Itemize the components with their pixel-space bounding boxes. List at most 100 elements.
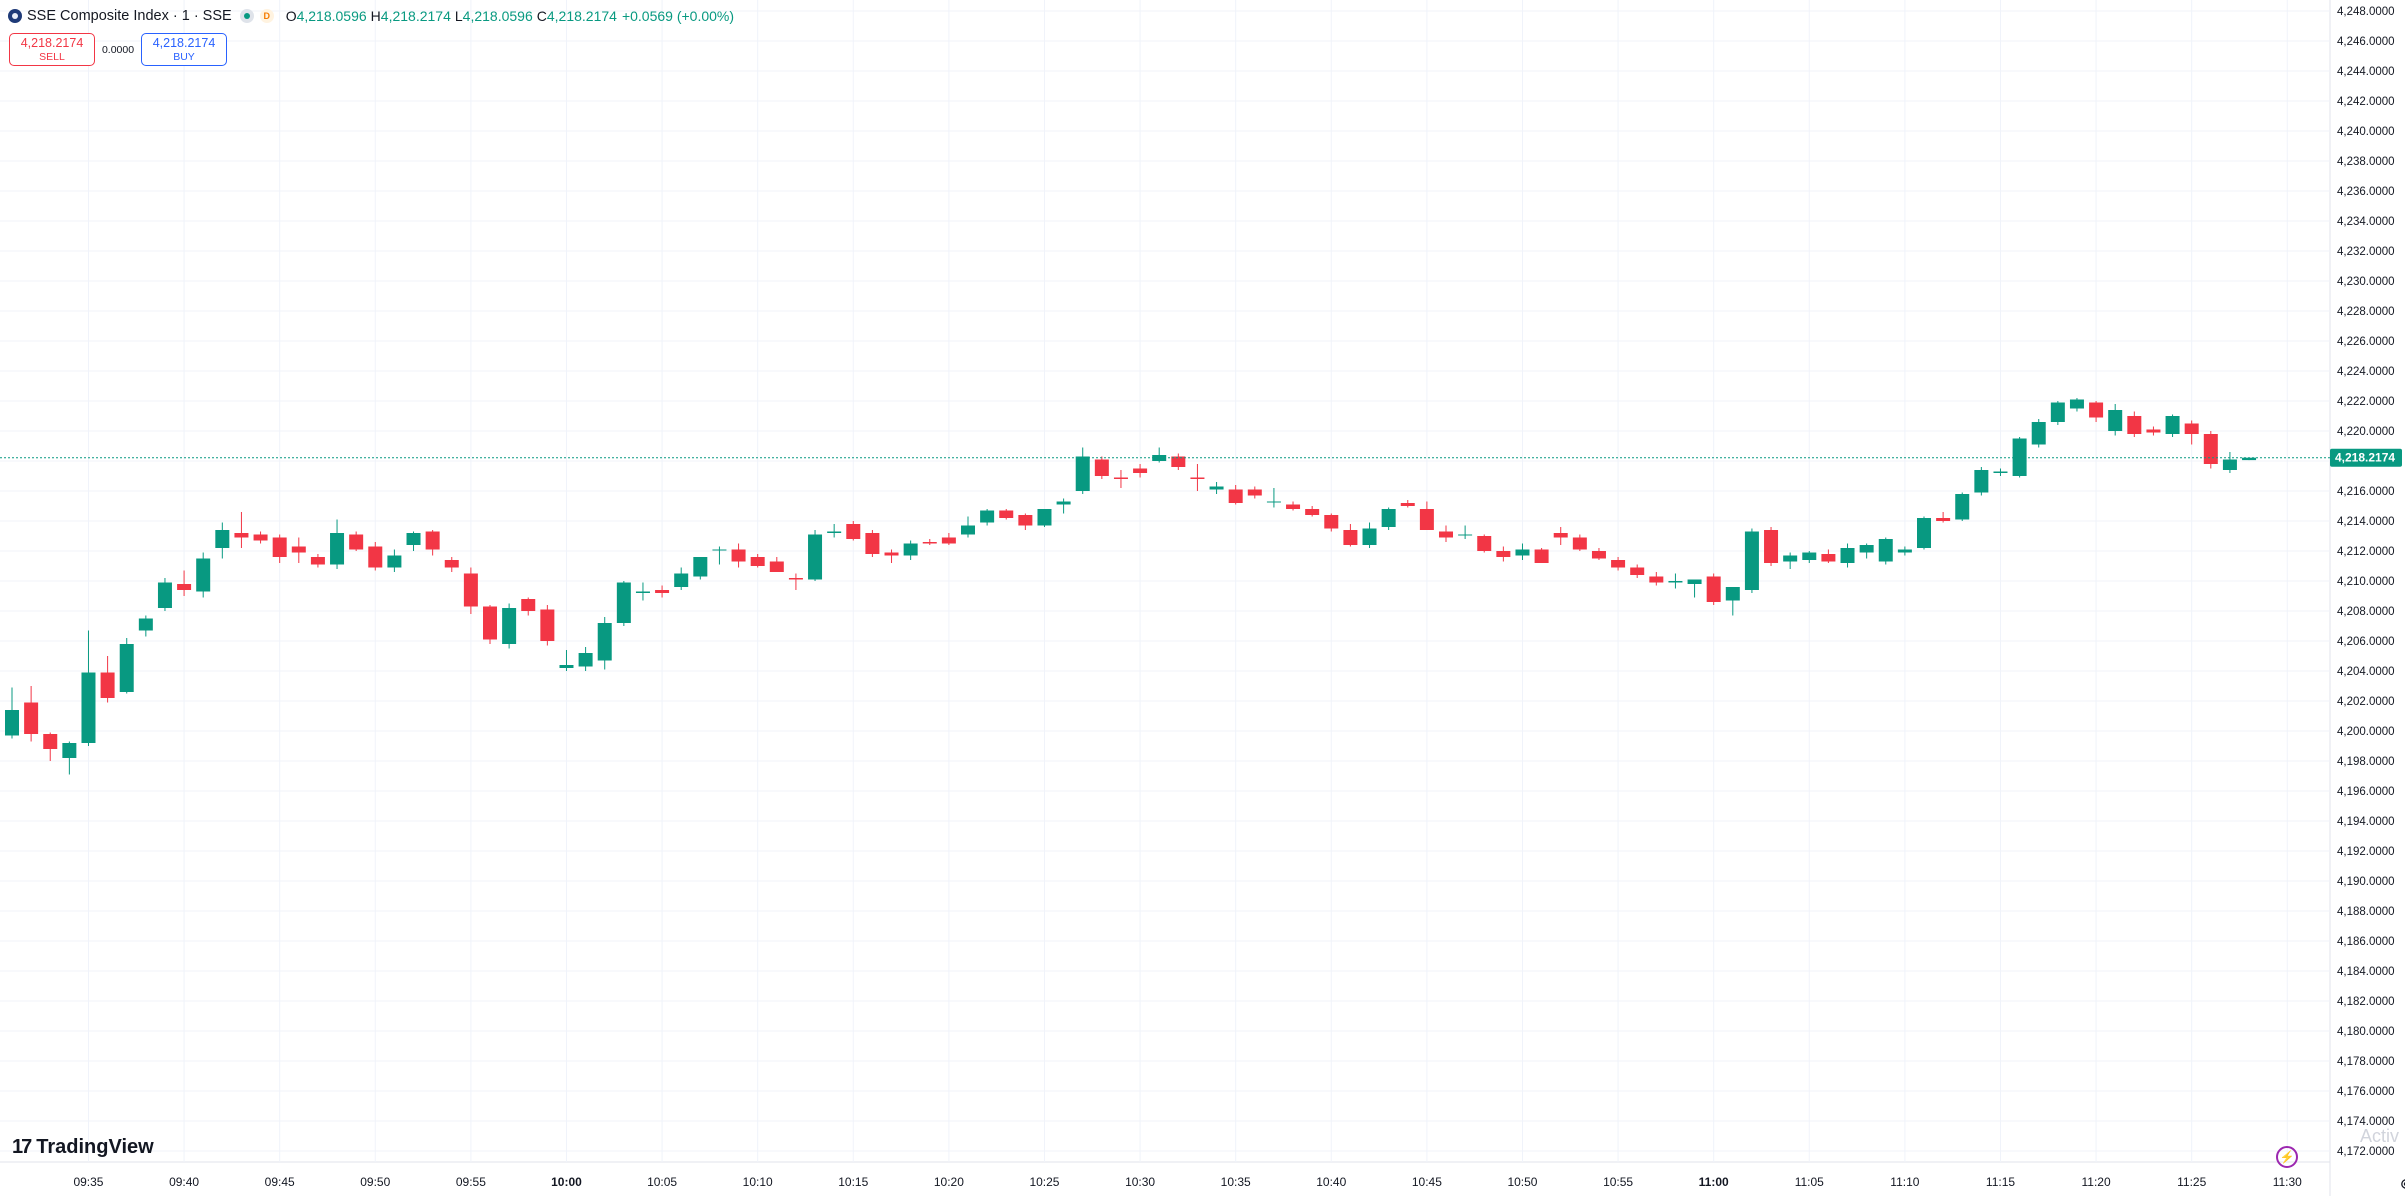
price-tick-label: 4,176.0000 <box>2337 1086 2395 1098</box>
candle <box>24 686 39 742</box>
gear-icon[interactable] <box>2400 1178 2405 1190</box>
candle <box>1534 548 1549 563</box>
candle <box>1897 546 1912 556</box>
candle-body <box>2184 423 2199 434</box>
candle-body <box>2050 402 2065 422</box>
candle <box>712 546 727 565</box>
candle-body <box>1190 477 1205 479</box>
candle <box>961 516 975 538</box>
candle-body <box>1553 533 1568 538</box>
candle-body <box>1381 509 1396 527</box>
candle-body <box>731 549 746 562</box>
candle-body <box>693 557 708 577</box>
time-tick-label: 11:10 <box>1890 1175 1919 1189</box>
candle-body <box>1324 515 1339 529</box>
time-tick-label: 09:55 <box>456 1175 486 1189</box>
candle <box>1783 552 1798 569</box>
candle <box>2184 420 2199 445</box>
candle <box>349 531 364 551</box>
candle <box>1133 464 1148 478</box>
candle-body <box>1993 471 2008 473</box>
price-tick-label: 4,200.0000 <box>2337 726 2395 738</box>
candle-body <box>1611 560 1626 568</box>
candle <box>827 524 842 538</box>
candle <box>157 578 172 611</box>
candle-body <box>750 557 765 566</box>
candle-body <box>1783 555 1798 562</box>
candle-body <box>1840 548 1855 563</box>
candle <box>215 522 230 559</box>
candle-body <box>2242 457 2257 461</box>
price-tick-label: 4,248.0000 <box>2337 6 2395 18</box>
candle-body <box>81 672 96 743</box>
price-axis[interactable]: 4,172.0000 4,174.0000 4,176.0000 4,178.0000… <box>2337 6 2395 1158</box>
symbol-icon[interactable] <box>8 9 22 23</box>
candle <box>2222 452 2237 473</box>
price-tick-label: 4,172.0000 <box>2337 1146 2395 1158</box>
price-tick-label: 4,194.0000 <box>2337 816 2395 828</box>
change-value: +0.0569 (+0.00%) <box>621 8 735 24</box>
buy-button[interactable]: 4,218.2174 BUY <box>141 33 227 66</box>
time-tick-label: 10:20 <box>934 1175 964 1189</box>
candle-body <box>1419 509 1434 530</box>
data-badge[interactable]: D <box>259 9 274 23</box>
candle <box>1400 500 1415 508</box>
candle-body <box>1802 552 1817 560</box>
candle <box>330 519 345 569</box>
candle-body <box>999 510 1014 518</box>
candle-body <box>961 525 975 535</box>
candle <box>1152 447 1167 463</box>
candle-body <box>769 561 784 572</box>
candle-body <box>177 584 192 590</box>
symbol-legend[interactable]: SSE Composite Index · 1 · SSE D O 4,218.0… <box>8 8 734 24</box>
tradingview-logo-icon: 17 <box>12 1136 32 1158</box>
candle <box>1439 525 1453 542</box>
time-tick-label: 11:05 <box>1795 1175 1824 1189</box>
candle <box>521 597 536 616</box>
trade-panel: 4,218.2174 SELL 0.0000 4,218.2174 BUY <box>9 33 227 66</box>
last-price-label: 4,218.2174 <box>2330 448 2402 467</box>
price-tick-label: 4,214.0000 <box>2337 516 2395 528</box>
candle <box>1802 551 1817 563</box>
candle-body <box>1113 477 1128 479</box>
candle-body <box>2089 402 2104 418</box>
candle-body <box>578 653 593 667</box>
candle-body <box>1897 549 1912 553</box>
candle <box>2089 401 2104 422</box>
candle-body <box>1477 536 1492 551</box>
candle <box>941 533 956 545</box>
tradingview-logo[interactable]: 17 TradingView <box>12 1136 154 1159</box>
candle-body <box>635 591 650 593</box>
price-tick-label: 4,192.0000 <box>2337 846 2395 858</box>
time-tick-label: 11:00 <box>1699 1175 1729 1189</box>
candle <box>1821 549 1836 563</box>
candle-body <box>272 537 287 557</box>
candle <box>693 557 708 580</box>
candle <box>1056 498 1071 514</box>
candle-body <box>1878 539 1893 562</box>
candle-body <box>1955 494 1970 520</box>
candle-body <box>1725 587 1740 601</box>
candle <box>1419 501 1434 530</box>
candle-body <box>215 530 230 548</box>
close-key: C <box>536 8 547 24</box>
candle-body <box>1496 551 1511 557</box>
candle-body <box>387 555 402 568</box>
candle <box>1324 513 1339 532</box>
candle <box>1706 573 1721 605</box>
time-axis[interactable]: 09:35 09:40 09:45 09:50 09:55 10:00 10:05 10:10… <box>73 1175 2302 1189</box>
market-status-icon[interactable] <box>239 9 254 23</box>
candle <box>884 549 899 563</box>
price-tick-label: 4,186.0000 <box>2337 936 2395 948</box>
candle <box>1075 447 1090 494</box>
sell-button[interactable]: 4,218.2174 SELL <box>9 33 95 66</box>
lightning-icon[interactable]: ⚡ <box>2276 1146 2298 1168</box>
candle <box>1496 546 1511 562</box>
candle-body <box>1133 468 1148 473</box>
price-tick-label: 4,208.0000 <box>2337 606 2395 618</box>
candle <box>2012 437 2027 478</box>
candle-body <box>1362 528 1377 545</box>
candle <box>234 512 249 548</box>
symbol-title[interactable]: SSE Composite Index · 1 · SSE <box>27 8 232 24</box>
